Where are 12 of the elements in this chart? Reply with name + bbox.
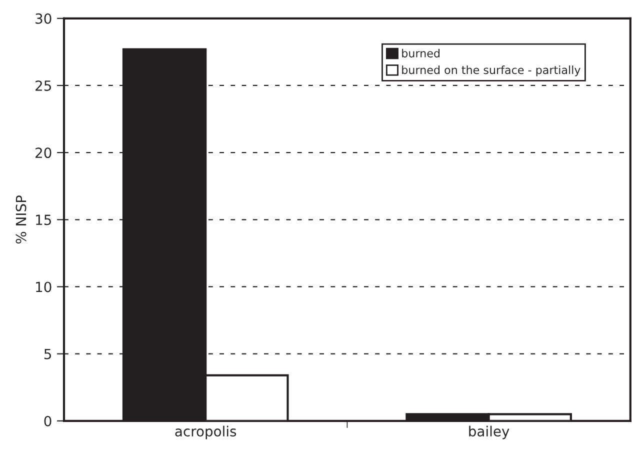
y-axis-title: % NISP (16, 195, 26, 244)
y-tick-label: 5 (44, 348, 51, 360)
legend-label: burned (402, 48, 440, 58)
y-tick-label: 30 (36, 13, 52, 24)
y-tick-label: 15 (36, 214, 51, 226)
legend-label: burned on the surface - partially (402, 66, 580, 76)
x-tick-label: bailey (469, 426, 510, 440)
y-tick-label: 10 (36, 282, 52, 292)
x-tick-label: acropolis (175, 426, 236, 440)
y-tick-label: 20 (36, 148, 52, 158)
y-tick-label: 25 (36, 80, 51, 91)
y-tick-label: 0 (44, 416, 52, 426)
